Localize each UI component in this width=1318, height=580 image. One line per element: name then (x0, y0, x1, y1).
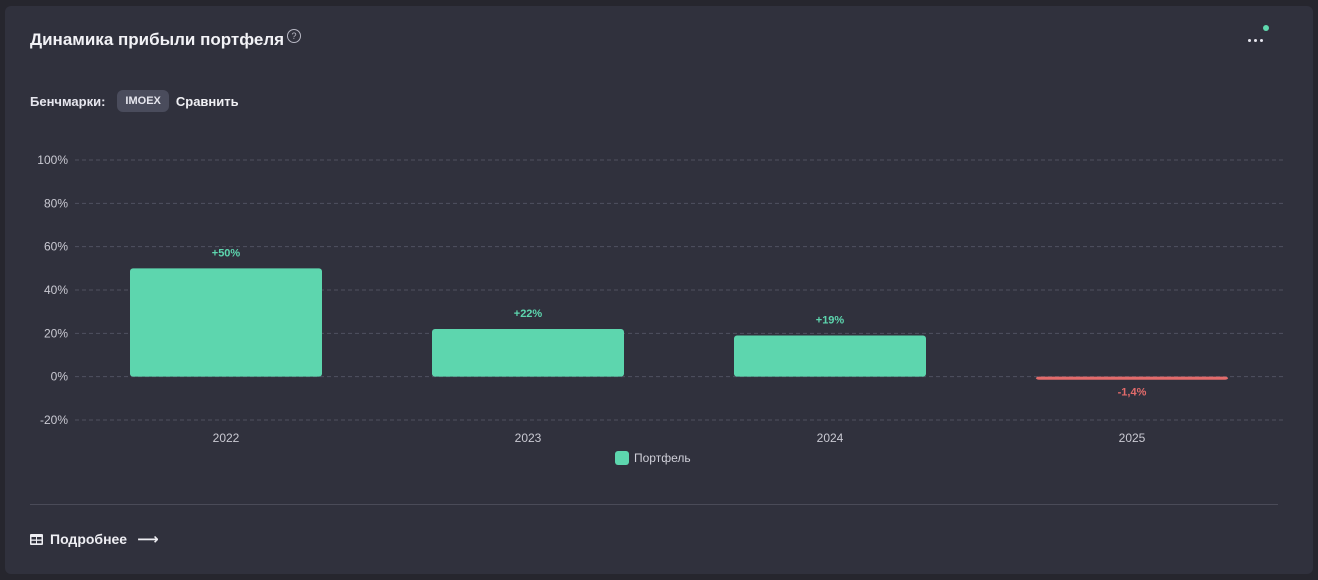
x-tick-label: 2023 (515, 431, 542, 445)
y-tick-label: 100% (37, 153, 68, 167)
data-label: +22% (514, 308, 543, 320)
card-header: Динамика прибыли портфеля ? (30, 29, 302, 50)
data-label: +50% (212, 247, 241, 259)
y-tick-label: 40% (44, 283, 68, 297)
y-tick-label: -20% (40, 413, 68, 427)
data-label: +19% (816, 315, 845, 327)
benchmarks-label: Бенчмарки: (30, 93, 106, 109)
notification-dot-icon (1263, 25, 1269, 31)
x-tick-label: 2025 (1119, 431, 1146, 445)
bar (432, 329, 624, 377)
x-tick-label: 2024 (817, 431, 844, 445)
legend-swatch (615, 451, 629, 465)
chart-legend[interactable]: Портфель (615, 451, 691, 465)
arrow-right-icon: ⟶ (137, 531, 159, 548)
help-icon[interactable]: ? (287, 29, 302, 43)
more-dots-icon (1254, 39, 1257, 42)
page-title: Динамика прибыли портфеля (30, 30, 285, 49)
compare-button[interactable]: Сравнить (175, 93, 239, 109)
benchmark-chip-imoex[interactable]: IMOEX (117, 90, 169, 112)
y-tick-label: 0% (51, 370, 69, 384)
bar (130, 268, 322, 377)
x-tick-label: 2022 (213, 431, 240, 445)
bar (734, 335, 926, 377)
legend-label: Портфель (634, 451, 691, 465)
y-tick-label: 20% (44, 326, 68, 340)
more-dots-icon (1260, 39, 1263, 42)
y-tick-label: 80% (44, 196, 68, 210)
benchmarks-row: Бенчмарки: IMOEX Сравнить (30, 90, 239, 112)
footer-divider (30, 504, 1278, 505)
details-label: Подробнее (50, 531, 128, 547)
data-label: -1,4% (1118, 387, 1147, 399)
details-link[interactable]: Подробнее ⟶ (30, 530, 159, 548)
bar (1036, 376, 1228, 380)
profit-bar-chart: 100% 80% 60% 40% 20% 0% -20% +50% 2022 +22% 2023 +1… (37, 153, 1283, 445)
table-icon (30, 533, 43, 545)
more-dots-icon (1248, 39, 1251, 42)
more-options-button[interactable] (1245, 25, 1269, 50)
y-tick-label: 60% (44, 240, 68, 254)
